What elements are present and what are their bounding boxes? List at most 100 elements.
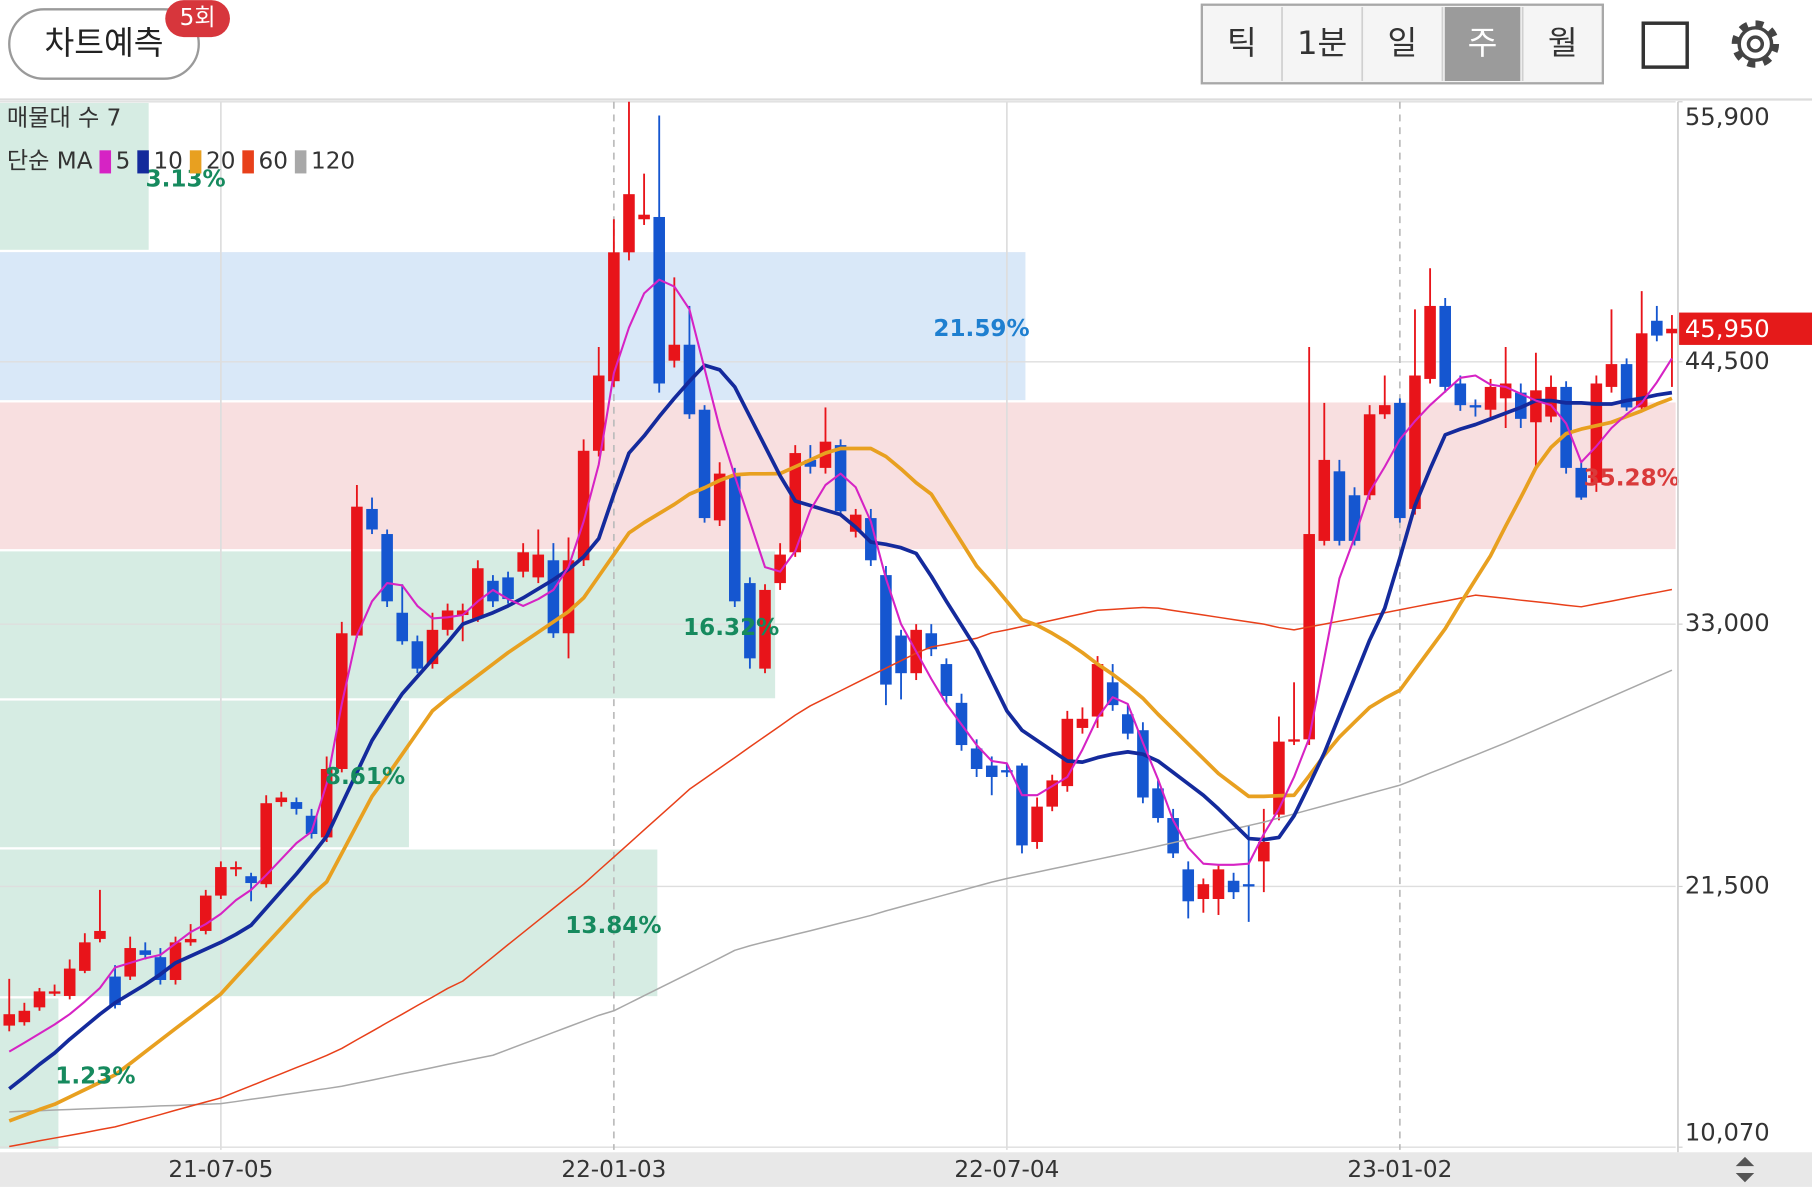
current-price-box bbox=[1679, 312, 1812, 345]
candle-body bbox=[63, 968, 76, 996]
period-label[interactable]: 틱 bbox=[1227, 24, 1257, 62]
y-tick-label: 10,070 bbox=[1685, 1118, 1770, 1147]
candle-body bbox=[592, 375, 605, 451]
candle-body bbox=[1137, 730, 1149, 798]
candle-body bbox=[1439, 305, 1451, 387]
candle-body bbox=[1031, 806, 1043, 842]
candle-body bbox=[1454, 383, 1467, 406]
scroll-icon[interactable] bbox=[1735, 1156, 1755, 1183]
candle-body bbox=[1288, 739, 1300, 742]
ma-line bbox=[8, 396, 1673, 1123]
button-label[interactable]: 차트예측 bbox=[44, 24, 163, 62]
candle-body bbox=[925, 633, 938, 650]
gear-teeth[interactable] bbox=[1731, 20, 1780, 68]
y-tick-label: 55,900 bbox=[1685, 102, 1770, 131]
candle-body bbox=[1530, 390, 1542, 423]
candle-body bbox=[154, 957, 167, 980]
candle-body bbox=[638, 214, 650, 220]
candle-body bbox=[1152, 788, 1164, 819]
profile-label: 16.32% bbox=[683, 615, 779, 641]
profile-label: 8.61% bbox=[325, 764, 405, 790]
candle-body bbox=[562, 560, 575, 634]
candle-body bbox=[305, 815, 318, 835]
candle-body bbox=[1605, 364, 1618, 387]
candle-body bbox=[834, 445, 847, 512]
period-label[interactable]: 1분 bbox=[1297, 24, 1347, 62]
current-price-label: 45,950 bbox=[1685, 314, 1770, 343]
chart-predict-button[interactable]: 차트예측 bbox=[8, 8, 200, 80]
period-label[interactable]: 일 bbox=[1387, 24, 1417, 62]
period-cell[interactable] bbox=[1204, 7, 1280, 81]
candle-body bbox=[698, 409, 711, 519]
x-tick-label: 22-01-03 bbox=[561, 1157, 666, 1183]
candle-body bbox=[396, 612, 409, 642]
profile-label: 13.84% bbox=[565, 913, 661, 939]
profile-band bbox=[0, 252, 1026, 401]
settings-icon[interactable] bbox=[1731, 20, 1780, 68]
candle-body bbox=[1469, 405, 1482, 408]
gear-body[interactable] bbox=[1737, 26, 1774, 62]
candle-body bbox=[184, 938, 197, 943]
candle-body bbox=[1484, 386, 1497, 410]
candle-body bbox=[1046, 780, 1058, 807]
candle-body bbox=[1363, 414, 1376, 496]
legend-label: 10 bbox=[153, 148, 182, 174]
plot-area: 1.23% 13.84% 8.61% 16.32% 35.28% 21.59% 3.13% bbox=[0, 101, 1680, 1150]
candle-body bbox=[79, 942, 91, 971]
profile-label: 3.13% bbox=[146, 166, 226, 192]
candle-body bbox=[1091, 664, 1104, 717]
period-label[interactable]: 주 bbox=[1468, 24, 1498, 62]
candle-body bbox=[18, 1010, 31, 1023]
profile-band bbox=[0, 102, 149, 250]
candle-body bbox=[1273, 741, 1285, 815]
ma-title: 단순 MA bbox=[7, 148, 93, 174]
legend-label: 120 bbox=[311, 148, 355, 174]
y-tick-label: 21,500 bbox=[1685, 870, 1770, 899]
period-cell[interactable] bbox=[1444, 7, 1521, 81]
legend-swatch bbox=[137, 150, 149, 174]
candle-body bbox=[1167, 818, 1179, 854]
candle-body bbox=[1620, 364, 1633, 408]
ma-line bbox=[9, 669, 1673, 1113]
candle-body bbox=[668, 344, 681, 361]
legend-swatch bbox=[242, 150, 254, 174]
candle-body bbox=[1348, 495, 1361, 541]
period-cell[interactable] bbox=[1364, 7, 1441, 81]
candle-body bbox=[426, 629, 439, 665]
candle-body bbox=[441, 610, 454, 630]
candle-body bbox=[366, 508, 378, 530]
window-icon[interactable] bbox=[1641, 21, 1689, 69]
candle-body bbox=[1197, 884, 1210, 900]
period-cell[interactable] bbox=[1524, 7, 1601, 81]
gear-hole[interactable] bbox=[1746, 35, 1765, 53]
candle-body bbox=[1001, 770, 1013, 773]
candle-body bbox=[804, 459, 817, 467]
legend-label: 5 bbox=[116, 148, 131, 174]
candle-body bbox=[1212, 869, 1225, 900]
candle-body bbox=[970, 748, 983, 769]
ma-line bbox=[8, 363, 1673, 1091]
x-tick-label: 21-07-05 bbox=[168, 1157, 273, 1183]
profile-label: 21.59% bbox=[933, 316, 1029, 342]
candle-body bbox=[1061, 718, 1074, 787]
candle-body bbox=[320, 768, 333, 838]
y-tick-label: 44,500 bbox=[1685, 346, 1770, 375]
candle-body bbox=[1590, 383, 1603, 483]
legend-swatch bbox=[189, 150, 202, 174]
candle-body bbox=[472, 568, 484, 619]
candle-body bbox=[94, 930, 106, 939]
candle-body bbox=[1318, 459, 1331, 541]
candle-body bbox=[109, 976, 121, 1006]
button-frame[interactable] bbox=[8, 8, 200, 80]
period-label[interactable]: 월 bbox=[1548, 24, 1578, 62]
candle-body bbox=[33, 991, 46, 1008]
candle-body bbox=[502, 577, 514, 600]
candle-body bbox=[880, 575, 892, 685]
period-cell[interactable] bbox=[1284, 7, 1360, 81]
candle-body bbox=[865, 518, 877, 561]
candle-body bbox=[411, 641, 424, 669]
candle-body bbox=[759, 589, 771, 669]
candle-body bbox=[1409, 375, 1421, 509]
profile-band bbox=[0, 849, 658, 997]
